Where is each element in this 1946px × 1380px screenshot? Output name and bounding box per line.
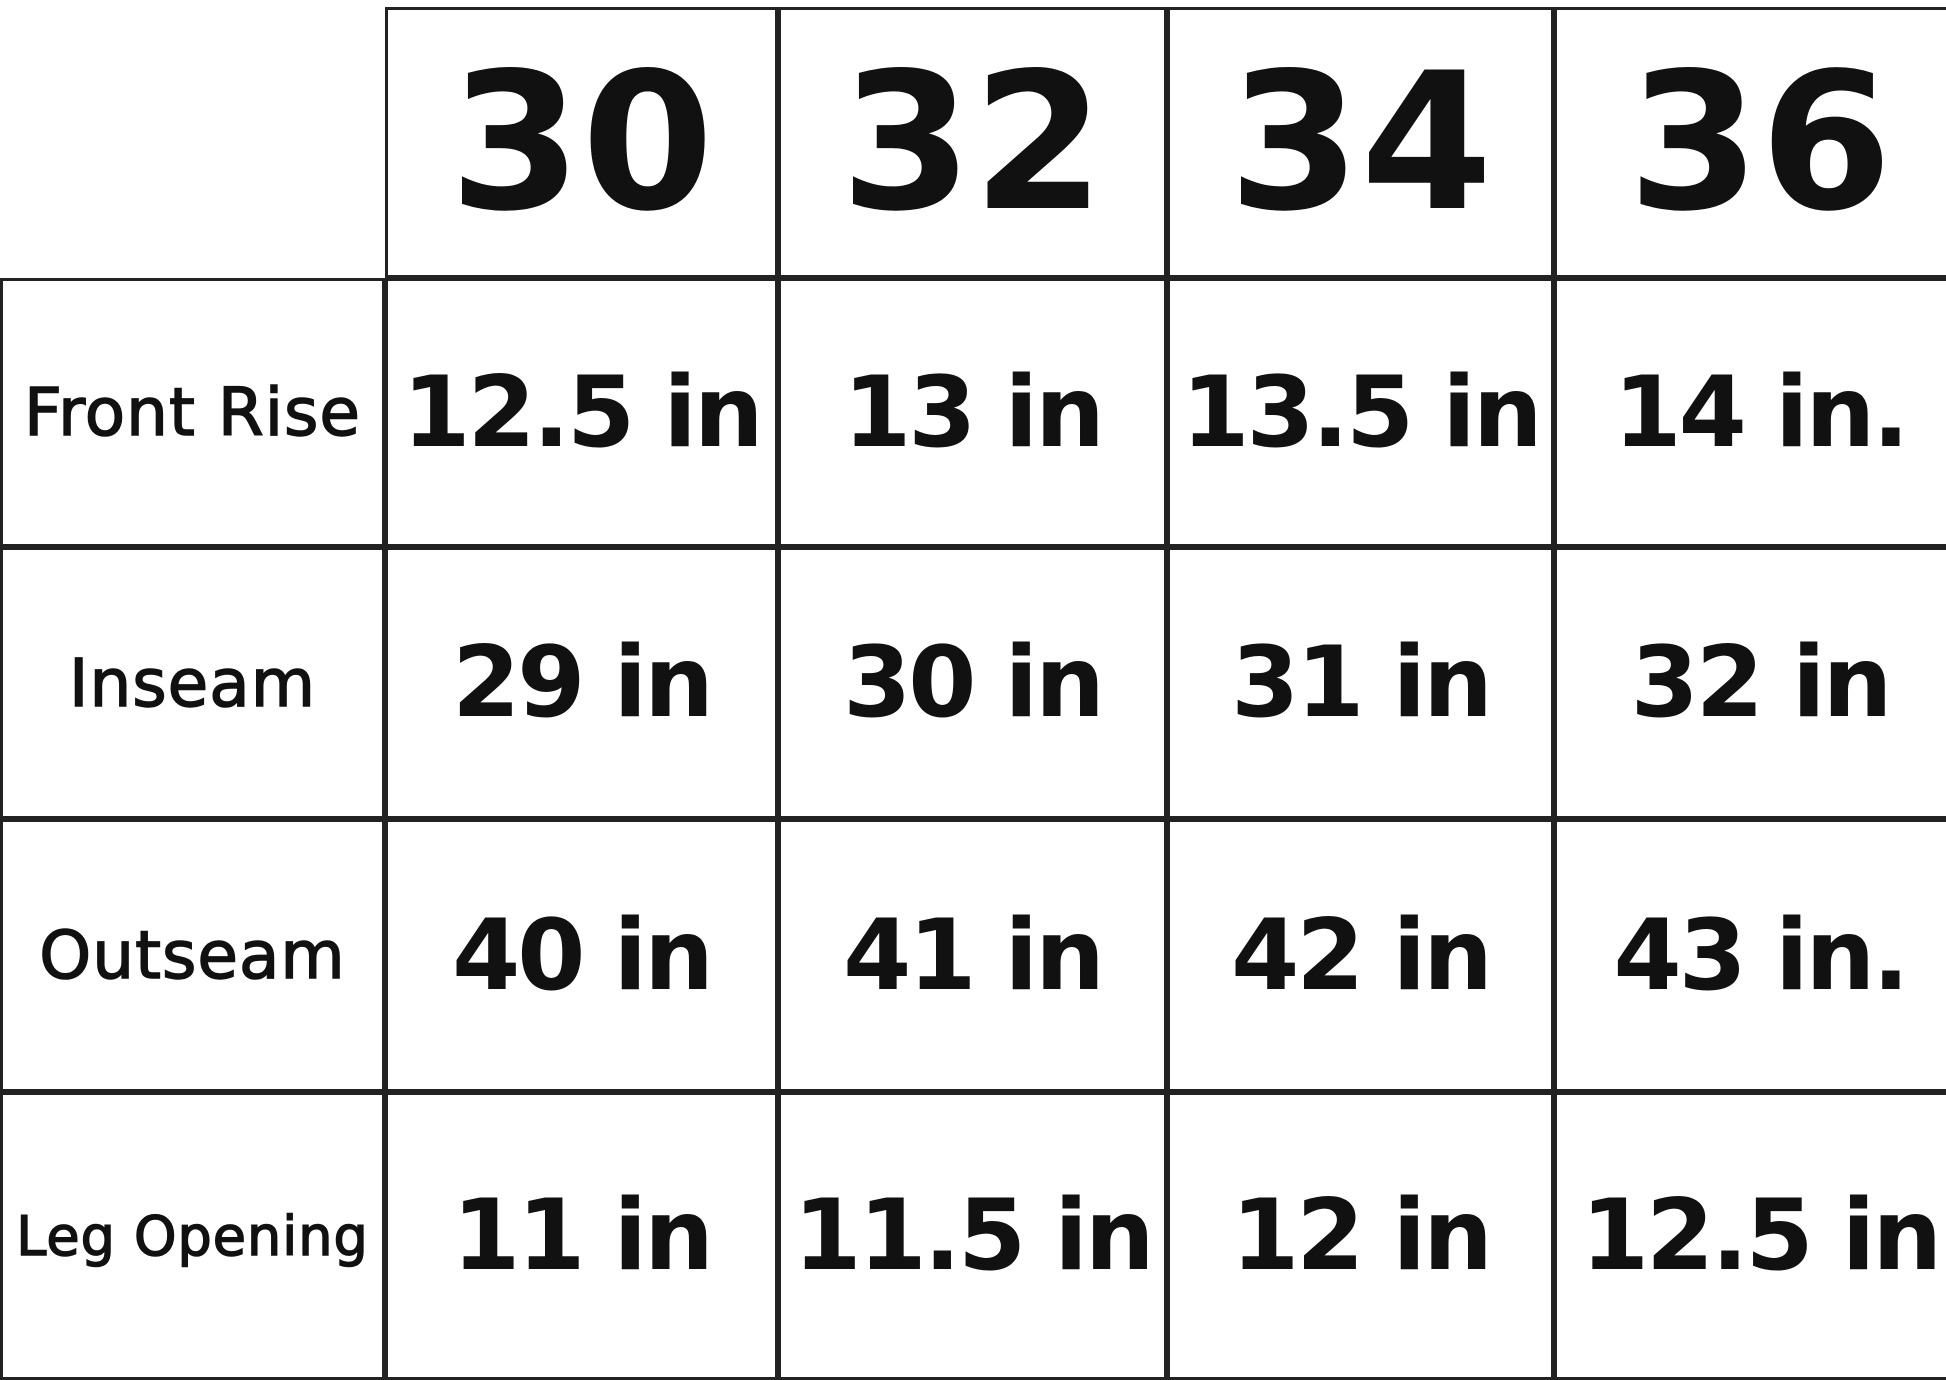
measurement: 11.5 in — [778, 1092, 1167, 1380]
size-header: 32 — [778, 7, 1167, 278]
measurement: 31 in — [1167, 547, 1554, 819]
measurement: 43 in. — [1554, 819, 1946, 1092]
row-label: Outseam — [0, 819, 385, 1092]
measurement: 12 in — [1167, 1092, 1554, 1380]
measurement: 14 in. — [1554, 278, 1946, 547]
measurement: 12.5 in — [385, 278, 778, 547]
measurement: 32 in — [1554, 547, 1946, 819]
size-header: 36 — [1554, 7, 1946, 278]
measurement: 40 in — [385, 819, 778, 1092]
row-label: Front Rise — [0, 278, 385, 547]
measurement: 13 in — [778, 278, 1167, 547]
measurement: 42 in — [1167, 819, 1554, 1092]
size-header: 30 — [385, 7, 778, 278]
measurement: 11 in — [385, 1092, 778, 1380]
measurement: 41 in — [778, 819, 1167, 1092]
row-label: Inseam — [0, 547, 385, 819]
size-header: 34 — [1167, 7, 1554, 278]
measurement: 12.5 in — [1554, 1092, 1946, 1380]
measurement: 30 in — [778, 547, 1167, 819]
row-label: Leg Opening — [0, 1092, 385, 1380]
measurement: 29 in — [385, 547, 778, 819]
measurement: 13.5 in — [1167, 278, 1554, 547]
